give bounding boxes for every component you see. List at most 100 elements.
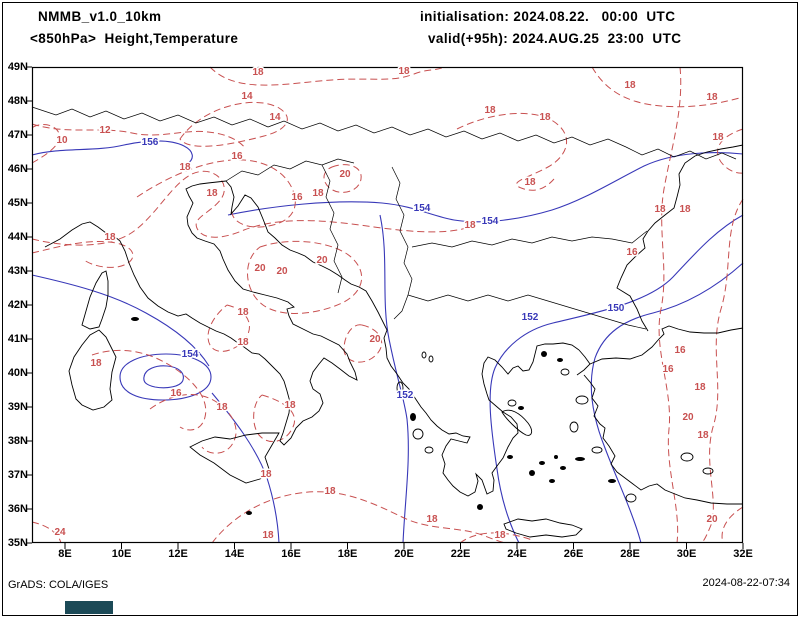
island-cyclades — [529, 470, 535, 476]
temperature-contour-label: 14 — [269, 112, 281, 123]
lon-axis-label: 16E — [281, 548, 301, 560]
border-line — [225, 158, 355, 182]
temp-contour — [211, 491, 507, 544]
temperature-contour-label: 18 — [494, 530, 506, 541]
temperature-contour-label: 18 — [706, 92, 718, 103]
lat-axis-label: 37N — [7, 469, 28, 481]
height-contour-label: 156 — [142, 137, 159, 148]
lat-axis-label: 47N — [7, 129, 28, 141]
temp-contour — [591, 66, 744, 108]
temperature-contour-label: 20 — [254, 263, 266, 274]
lake-ohrid — [421, 351, 427, 359]
height-contour-label: 152 — [522, 312, 539, 323]
temperature-contour-label: 20 — [339, 169, 351, 180]
temp-contour — [179, 101, 288, 147]
temperature-contour-label: 16 — [291, 192, 303, 203]
temperature-contour-label: 18 — [426, 514, 438, 525]
height-contour-label: 154 — [182, 349, 199, 360]
island-kefalonia — [412, 428, 424, 440]
temperature-contour-label: 14 — [241, 91, 253, 102]
lon-axis-label: 28E — [620, 548, 640, 560]
temperature-contour-label: 16 — [674, 345, 686, 356]
temp-contour — [209, 66, 445, 86]
island-cyclades — [560, 466, 566, 470]
bottom-left-dark-box — [65, 601, 113, 614]
island-sporades — [518, 406, 524, 410]
height-contour — [379, 214, 409, 544]
temperature-contour-label: 16 — [626, 247, 638, 258]
temp-contour — [247, 240, 363, 314]
lat-axis-label: 39N — [7, 401, 28, 413]
temp-contour — [31, 170, 471, 246]
country-borders-layer — [31, 106, 737, 330]
coastline-marmara-blacksea-south — [589, 325, 744, 365]
coastline-blacksea-west — [616, 144, 744, 332]
border-line — [411, 230, 648, 248]
temperature-contour-label: 18 — [252, 67, 264, 78]
height-contour-label: 152 — [397, 390, 414, 401]
temp-contour — [253, 394, 296, 443]
temperature-contour-label: 18 — [624, 80, 636, 91]
temperature-contour-label: 24 — [54, 527, 66, 538]
coastline-sardinia — [68, 329, 117, 411]
island-zakynthos — [424, 446, 434, 454]
temp-contour — [31, 521, 62, 544]
temp-contour — [207, 304, 250, 352]
lake-turkey — [680, 452, 694, 462]
height-contour — [227, 152, 744, 223]
lat-axis-label: 42N — [7, 299, 28, 311]
lat-axis-label: 38N — [7, 435, 28, 447]
border-line — [31, 106, 269, 128]
lon-axis-label: 18E — [337, 548, 358, 560]
island-kos — [608, 479, 616, 483]
temp-contour — [343, 324, 383, 363]
island-ikaria — [575, 457, 585, 461]
temperature-contour-label: 18 — [697, 430, 709, 441]
island-lesbos — [575, 395, 589, 405]
temp-contour — [136, 159, 296, 228]
island-cyclades — [539, 461, 545, 465]
height-contour-label: 154 — [414, 203, 431, 214]
coastline-italy — [44, 180, 358, 446]
temperature-contour-label: 18 — [90, 358, 102, 369]
coastline-turkey-aegean — [583, 374, 743, 505]
temperature-contour-label: 18 — [539, 112, 551, 123]
island-thasos — [541, 351, 547, 357]
grads-credit: GrADS: COLA/IGES — [8, 579, 109, 591]
height-contour — [31, 274, 210, 367]
temp-contour — [700, 198, 744, 544]
island-lefkada — [410, 413, 416, 421]
temperature-contour-label: 18 — [464, 220, 476, 231]
lat-axis-label: 44N — [7, 231, 28, 243]
weather-map: 156 154 154 152 150 154 152 18 18 14 14 12 10 18 18 18… — [26, 65, 744, 549]
lon-axis-label: 10E — [111, 548, 132, 560]
island-sporades — [507, 399, 517, 407]
lat-axis-label: 49N — [7, 61, 28, 73]
height-contours-layer — [31, 140, 744, 544]
border-line — [407, 294, 647, 330]
temperature-contour-label: 18 — [694, 382, 706, 393]
model-title: NMMB_v1.0_10km — [38, 9, 162, 24]
island-corfu — [396, 381, 404, 395]
island-chios — [569, 421, 579, 433]
lake-turkey — [702, 467, 714, 475]
temperature-contour-label: 18 — [398, 66, 410, 77]
height-contour — [119, 353, 212, 401]
temp-contour — [149, 393, 237, 454]
lake-prespa — [428, 355, 434, 363]
temperature-contour-label: 20 — [369, 334, 381, 345]
temperature-contour-label: 18 — [712, 132, 724, 143]
coastline-sicily — [189, 432, 280, 484]
temperature-contour-label: 18 — [262, 530, 274, 541]
island-elba — [131, 317, 139, 321]
lat-axis-label: 43N — [7, 265, 28, 277]
island-kythira — [477, 504, 483, 510]
temp-contour — [31, 240, 134, 268]
valid-time: valid(+95h): 2024.AUG.25 23:00 UTC — [428, 31, 682, 46]
temperature-contour-label: 20 — [682, 412, 694, 423]
lat-axis-label: 40N — [7, 367, 28, 379]
lat-axis-label: 45N — [7, 197, 28, 209]
coastline-layer — [44, 144, 744, 538]
island-malta — [246, 511, 252, 515]
